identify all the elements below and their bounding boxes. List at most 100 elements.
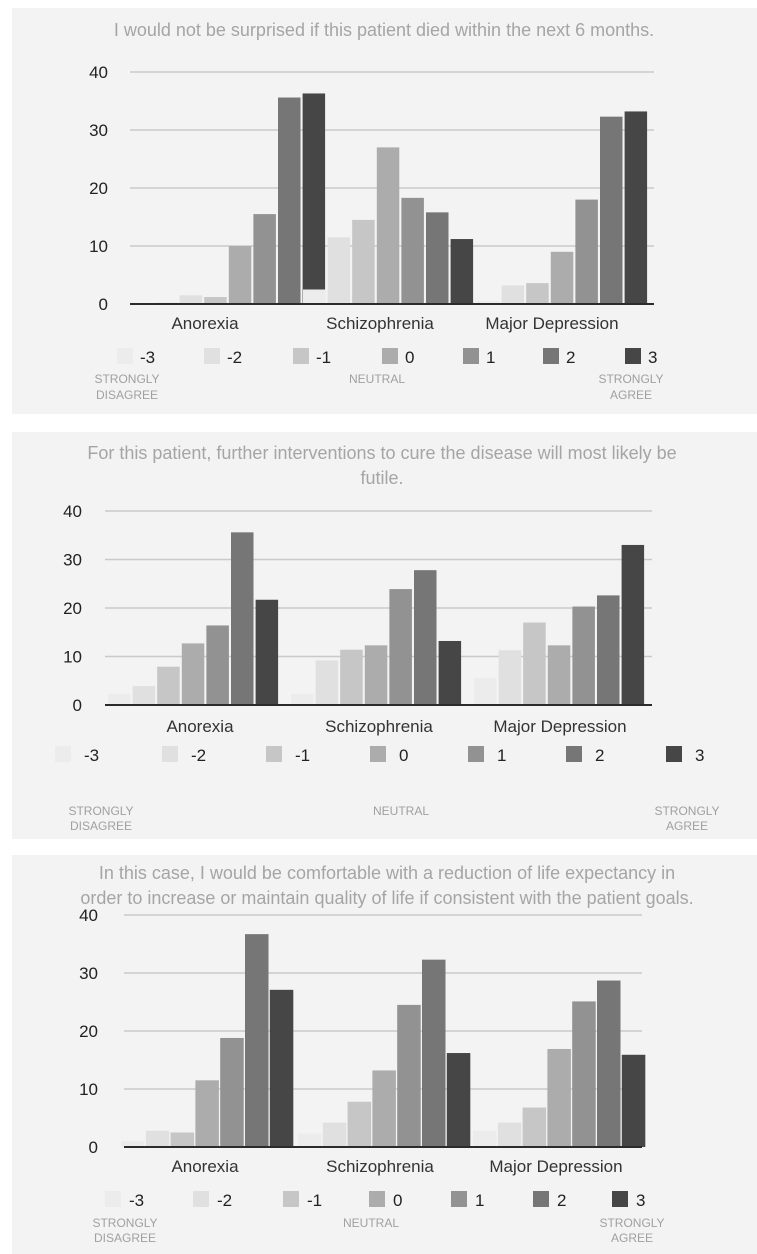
legend-label: 1 xyxy=(486,348,495,367)
scale-label-disagree: STRONGLY xyxy=(94,372,159,386)
legend-swatch xyxy=(193,1191,209,1207)
legend-label: 0 xyxy=(405,348,414,367)
y-tick-label: 0 xyxy=(99,295,108,314)
legend-label: 1 xyxy=(475,1191,484,1210)
scale-label-agree: STRONGLY xyxy=(598,372,663,386)
y-tick-label: 40 xyxy=(63,502,82,521)
legend-swatch xyxy=(283,1191,299,1207)
legend-swatch xyxy=(293,348,309,364)
scale-label-agree: AGREE xyxy=(666,819,708,833)
legend-label: 3 xyxy=(648,348,657,367)
legend-label: -2 xyxy=(217,1191,232,1210)
bar-major-depression-0 xyxy=(547,1048,571,1147)
legend-label: 0 xyxy=(393,1191,402,1210)
y-tick-label: 0 xyxy=(73,696,82,715)
legend-swatch xyxy=(533,1191,549,1207)
x-category-label: Major Depression xyxy=(489,1157,622,1176)
bar-major-depression-2 xyxy=(597,595,620,705)
legend-label: 3 xyxy=(695,746,704,765)
bar-major-depression--2 xyxy=(497,1122,522,1147)
scale-label-neutral: NEUTRAL xyxy=(343,1216,399,1230)
bar-major-depression--2 xyxy=(498,650,522,705)
legend-swatch xyxy=(369,1191,385,1207)
x-category-label: Schizophrenia xyxy=(326,1157,434,1176)
bar-schizophrenia--3 xyxy=(298,1133,322,1147)
bar-schizophrenia-0 xyxy=(376,147,400,304)
legend-label: -1 xyxy=(295,746,310,765)
scale-label-disagree: STRONGLY xyxy=(92,1216,157,1230)
bar-anorexia--3 xyxy=(108,693,131,705)
x-category-label: Schizophrenia xyxy=(326,314,434,333)
legend-label: -2 xyxy=(191,746,206,765)
chart-svg: In this case, I would be comfortable wit… xyxy=(79,863,694,1245)
scale-label-neutral: NEUTRAL xyxy=(373,804,429,818)
bar-schizophrenia--2 xyxy=(327,237,351,304)
legend-label: -1 xyxy=(316,348,331,367)
legend-swatch xyxy=(382,348,398,364)
scale-label-agree: AGREE xyxy=(610,388,652,402)
y-tick-label: 40 xyxy=(79,906,98,925)
chart-title: In this case, I would be comfortable wit… xyxy=(80,863,693,908)
bar-major-depression-3 xyxy=(621,1054,646,1147)
bar-anorexia--2 xyxy=(132,686,156,705)
scale-label-disagree: STRONGLY xyxy=(68,804,133,818)
chart-panel-futile: For this patient, further interventions … xyxy=(12,432,757,839)
bar-major-depression-1 xyxy=(575,199,598,304)
y-tick-label: 20 xyxy=(63,599,82,618)
bar-anorexia-1 xyxy=(253,214,276,304)
bar-major-depression--1 xyxy=(523,622,546,705)
x-category-label: Anorexia xyxy=(171,1157,239,1176)
scale-label-agree: STRONGLY xyxy=(654,804,719,818)
legend-swatch xyxy=(162,746,178,762)
y-tick-label: 10 xyxy=(63,648,82,667)
scale-label-disagree: DISAGREE xyxy=(96,388,158,402)
y-tick-label: 40 xyxy=(89,63,108,82)
scale-label-disagree: DISAGREE xyxy=(94,1231,156,1245)
chart-svg: For this patient, further interventions … xyxy=(55,443,720,833)
bar-major-depression-3 xyxy=(621,544,645,705)
chart-svg: I would not be surprised if this patient… xyxy=(89,20,663,402)
bar-anorexia--1 xyxy=(157,666,180,705)
y-tick-label: 0 xyxy=(89,1138,98,1157)
x-category-label: Major Depression xyxy=(485,314,618,333)
bar-schizophrenia-3 xyxy=(446,1053,471,1147)
legend-swatch xyxy=(566,746,582,762)
x-category-label: Major Depression xyxy=(493,717,626,736)
bar-schizophrenia--3 xyxy=(291,693,314,705)
x-category-label: Schizophrenia xyxy=(325,717,433,736)
legend-swatch xyxy=(266,746,282,762)
bar-anorexia--2 xyxy=(145,1130,170,1147)
bar-anorexia-2 xyxy=(278,97,301,305)
legend-label: -3 xyxy=(140,348,155,367)
bar-major-depression-3 xyxy=(624,111,648,304)
scale-label-agree: STRONGLY xyxy=(599,1216,664,1230)
y-tick-label: 20 xyxy=(89,179,108,198)
bar-anorexia--1 xyxy=(170,1132,195,1147)
legend-swatch xyxy=(370,746,386,762)
bar-major-depression--2 xyxy=(501,285,525,304)
chart-title: I would not be surprised if this patient… xyxy=(114,20,654,40)
bar-major-depression-2 xyxy=(597,980,621,1147)
bar-schizophrenia--1 xyxy=(340,649,363,705)
bar-major-depression-1 xyxy=(572,1001,596,1147)
legend-swatch xyxy=(117,348,133,364)
x-category-label: Anorexia xyxy=(171,314,239,333)
legend-label: 1 xyxy=(497,746,506,765)
legend-label: 3 xyxy=(636,1191,645,1210)
bar-anorexia-1 xyxy=(206,625,229,705)
legend-swatch xyxy=(543,348,559,364)
bar-major-depression--1 xyxy=(522,1107,547,1147)
bar-anorexia-0 xyxy=(228,246,252,304)
bar-major-depression-2 xyxy=(600,116,623,304)
legend-swatch xyxy=(55,746,71,762)
y-tick-label: 30 xyxy=(89,121,108,140)
bar-anorexia-0 xyxy=(181,643,205,705)
bar-major-depression-0 xyxy=(547,645,571,705)
y-tick-label: 10 xyxy=(79,1080,98,1099)
bar-anorexia-2 xyxy=(245,934,269,1147)
bar-schizophrenia--2 xyxy=(322,1122,347,1147)
bar-schizophrenia-3 xyxy=(450,239,474,304)
bar-major-depression--3 xyxy=(474,677,497,705)
bar-anorexia-3 xyxy=(269,989,294,1147)
bar-schizophrenia-0 xyxy=(364,645,388,705)
